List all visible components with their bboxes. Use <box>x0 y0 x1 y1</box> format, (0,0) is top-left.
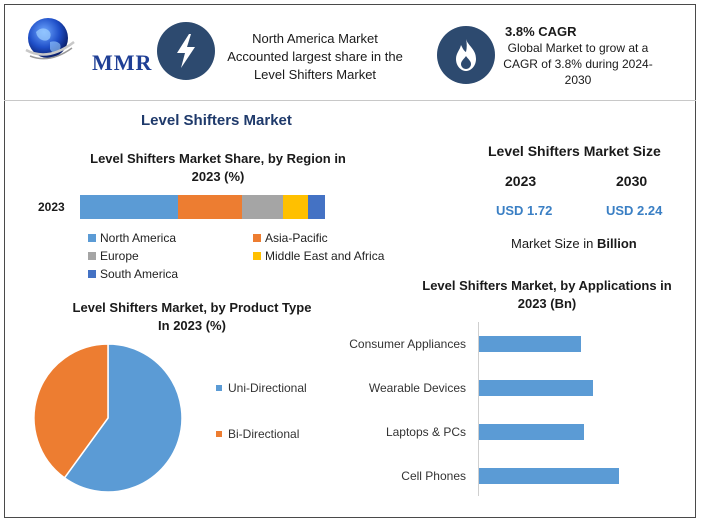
region-category-label: 2023 <box>38 200 65 214</box>
market-size-note-prefix: Market Size in <box>511 236 597 251</box>
region-bar-segment <box>307 195 325 219</box>
application-label: Wearable Devices <box>368 381 466 395</box>
infographic-frame <box>4 4 696 518</box>
applications-chart-title: Level Shifters Market, by Applications i… <box>398 277 696 313</box>
legend-label: Uni-Directional <box>228 381 307 395</box>
product-chart-title: Level Shifters Market, by Product Type I… <box>52 299 332 335</box>
chart-title-line: In 2023 (%) <box>158 318 226 333</box>
legend-label: Asia-Pacific <box>265 231 328 245</box>
pie-legend-bi: Bi-Directional <box>216 427 299 441</box>
globe-icon <box>25 18 75 60</box>
legend-label: North America <box>100 231 177 245</box>
legend-swatch <box>88 252 96 260</box>
highlight-line: Global Market to grow at a <box>507 41 649 55</box>
cagr-badge <box>437 26 495 84</box>
legend-swatch <box>253 252 261 260</box>
legend-label: Europe <box>100 249 139 263</box>
legend-label: Middle East and Africa <box>265 249 385 263</box>
legend-swatch <box>88 270 96 278</box>
legend-swatch <box>216 431 222 437</box>
chart-title-line: Level Shifters Market, by Product Type <box>72 300 312 315</box>
market-size-title: Level Shifters Market Size <box>488 143 661 159</box>
market-size-note-unit: Billion <box>596 236 637 251</box>
market-size-note: Market Size in Billion <box>511 236 637 251</box>
application-label: Laptops & PCs <box>385 425 466 439</box>
legend-item-asia-pacific: Asia-Pacific <box>253 231 328 245</box>
market-size-value: USD 1.72 <box>496 203 553 218</box>
highlight-line: CAGR of 3.8% during 2024- <box>503 57 653 71</box>
legend-item-mea: Middle East and Africa <box>253 249 384 263</box>
legend-item-europe: Europe <box>88 249 139 263</box>
region-bar-segment <box>241 195 284 219</box>
region-chart-title: Level Shifters Market Share, by Region i… <box>60 150 376 186</box>
chart-title-line: Level Shifters Market, by Applications i… <box>422 278 672 293</box>
legend-item-north-america: North America <box>88 231 176 245</box>
pie-legend-uni: Uni-Directional <box>216 381 307 395</box>
applications-axis <box>478 322 479 496</box>
pie-slice <box>63 343 183 493</box>
header-divider <box>4 100 696 101</box>
product-pie-chart <box>33 343 183 493</box>
application-bar <box>479 468 619 484</box>
application-label: Consumer Appliances <box>349 337 466 351</box>
chart-title-line: 2023 (Bn) <box>517 296 577 311</box>
highlight-line: 2030 <box>564 73 592 87</box>
highlight-text-cagr: Global Market to grow at a CAGR of 3.8% … <box>498 40 658 88</box>
lightning-bolt-icon <box>177 34 195 68</box>
market-size-value: USD 2.24 <box>606 203 663 218</box>
legend-swatch <box>88 234 96 242</box>
section-title: Level Shifters Market <box>141 112 292 129</box>
application-bar <box>479 380 593 396</box>
market-size-year: 2030 <box>616 173 648 189</box>
highlight-line: Accounted largest share in the <box>227 49 403 64</box>
highlight-line: Level Shifters Market <box>253 67 377 82</box>
cagr-title: 3.8% CAGR <box>505 24 577 39</box>
highlight-line: North America Market <box>252 31 378 46</box>
region-bar-segment <box>283 195 308 219</box>
highlight-text-north-america: North America Market Accounted largest s… <box>215 30 415 84</box>
legend-swatch <box>216 385 222 391</box>
flame-icon <box>456 39 476 71</box>
chart-title-line: 2023 (%) <box>191 169 245 184</box>
legend-swatch <box>253 234 261 242</box>
market-size-year: 2023 <box>505 173 537 189</box>
legend-item-south-america: South America <box>88 267 178 281</box>
legend-label: Bi-Directional <box>228 427 300 441</box>
application-bar <box>479 424 584 440</box>
logo-text: MMR <box>92 50 153 75</box>
mmr-logo: MMR <box>22 12 151 75</box>
application-bar <box>479 336 582 352</box>
region-bar-segment <box>178 195 242 219</box>
region-bar-segment <box>80 195 178 219</box>
application-label: Cell Phones <box>401 469 466 483</box>
chart-title-line: Level Shifters Market Share, by Region i… <box>90 151 346 166</box>
highlight-badge <box>157 22 215 80</box>
legend-label: South America <box>100 267 179 281</box>
pie-slice <box>33 343 109 479</box>
